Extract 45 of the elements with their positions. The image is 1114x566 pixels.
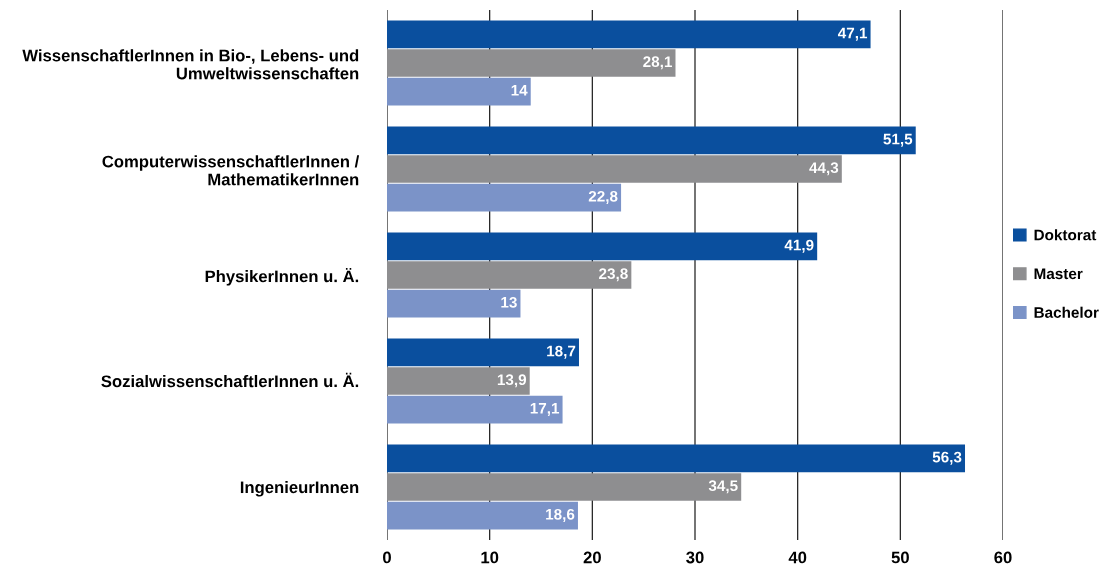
bar	[387, 395, 563, 424]
bar	[387, 49, 676, 77]
legend-label: Bachelor	[1034, 306, 1099, 318]
bar	[387, 501, 578, 530]
x-tick-label: 10	[481, 551, 499, 564]
bar	[387, 473, 742, 501]
data-label: 14	[511, 85, 528, 96]
data-label: 28,1	[643, 56, 672, 70]
data-label: 13	[501, 296, 517, 308]
bar	[387, 289, 521, 318]
bar	[387, 183, 622, 212]
legend-label: Doktorat	[1034, 229, 1097, 241]
x-tick-label: 20	[583, 551, 601, 564]
y-tick-label: WissenschaftlerInnen in Bio-, Lebens- und Umweltwissenschaften	[22, 49, 359, 80]
data-label: 13,9	[497, 374, 527, 388]
bar	[387, 77, 531, 106]
data-label: 47,1	[837, 27, 868, 41]
data-label: 23,8	[599, 268, 628, 282]
y-tick-label: PhysikerInnen u. Ä.	[205, 267, 359, 286]
data-label: 18,7	[547, 345, 576, 359]
bar	[387, 20, 871, 49]
y-tick-label: IngenieurInnen	[240, 480, 359, 497]
x-tick-label: 30	[686, 551, 704, 564]
y-tick-label: ComputerwissenschaftlerInnen / MathematikerInnen	[102, 155, 360, 186]
data-label: 22,8	[588, 190, 618, 204]
bar	[387, 444, 966, 473]
bar	[387, 126, 916, 155]
bar	[387, 261, 632, 289]
bar	[387, 338, 579, 367]
bar	[387, 232, 818, 261]
x-tick-label: 50	[891, 551, 909, 564]
data-label: 56,3	[932, 451, 962, 465]
y-tick-label: SozialwissenschaftlerInnen u. Ä.	[101, 372, 359, 388]
data-label: 51,5	[883, 133, 913, 147]
x-tick-label: 60	[994, 551, 1012, 564]
data-label: 17,1	[530, 403, 560, 416]
x-tick-label: 40	[788, 551, 807, 564]
data-label: 44,3	[809, 162, 839, 176]
bar	[387, 155, 842, 183]
data-label: 41,9	[784, 239, 814, 253]
data-label: 18,6	[546, 508, 575, 522]
bar	[387, 367, 530, 395]
x-tick-label: 0	[383, 551, 391, 564]
data-label: 34,5	[708, 480, 738, 494]
legend-label: Master	[1034, 268, 1083, 280]
